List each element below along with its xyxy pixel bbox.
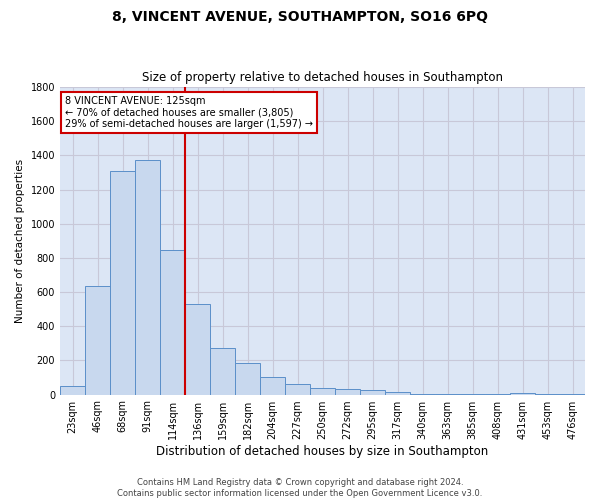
Text: 8, VINCENT AVENUE, SOUTHAMPTON, SO16 6PQ: 8, VINCENT AVENUE, SOUTHAMPTON, SO16 6PQ bbox=[112, 10, 488, 24]
Bar bbox=[60, 386, 85, 394]
Bar bbox=[110, 172, 135, 394]
Bar bbox=[260, 377, 285, 394]
Bar bbox=[310, 388, 335, 394]
Bar bbox=[210, 348, 235, 395]
Bar bbox=[135, 160, 160, 394]
Text: Contains HM Land Registry data © Crown copyright and database right 2024.
Contai: Contains HM Land Registry data © Crown c… bbox=[118, 478, 482, 498]
Bar bbox=[335, 388, 360, 394]
Bar bbox=[285, 384, 310, 394]
Bar bbox=[385, 392, 410, 394]
Bar bbox=[85, 286, 110, 395]
Text: 8 VINCENT AVENUE: 125sqm
← 70% of detached houses are smaller (3,805)
29% of sem: 8 VINCENT AVENUE: 125sqm ← 70% of detach… bbox=[65, 96, 313, 130]
Bar bbox=[235, 363, 260, 394]
Bar bbox=[510, 393, 535, 394]
Title: Size of property relative to detached houses in Southampton: Size of property relative to detached ho… bbox=[142, 72, 503, 85]
Bar bbox=[360, 390, 385, 394]
Y-axis label: Number of detached properties: Number of detached properties bbox=[15, 159, 25, 323]
Bar bbox=[185, 304, 210, 394]
Bar bbox=[160, 250, 185, 394]
X-axis label: Distribution of detached houses by size in Southampton: Distribution of detached houses by size … bbox=[157, 444, 488, 458]
